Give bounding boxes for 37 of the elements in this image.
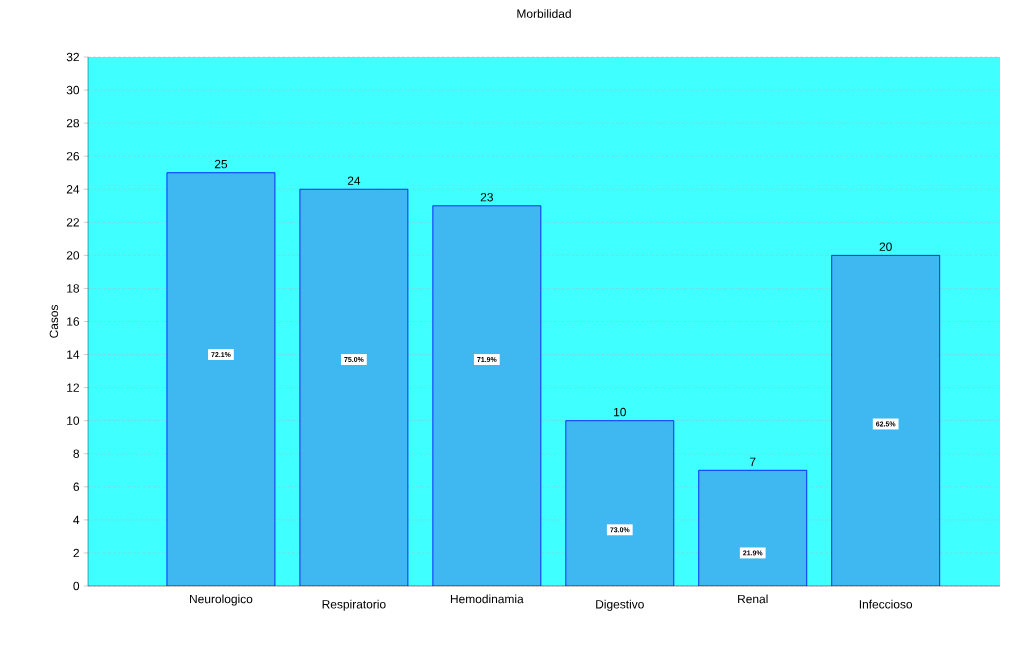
- data-label: 10: [614, 407, 626, 417]
- y-tick-label: 6: [73, 482, 80, 492]
- y-tick-label: 18: [67, 284, 80, 293]
- y-tick-label: 30: [66, 85, 80, 95]
- y-tick-label: 16: [67, 317, 80, 326]
- data-label: 23: [480, 192, 493, 202]
- data-label: 7: [750, 457, 756, 466]
- bar: [698, 469, 808, 586]
- bar: [432, 205, 542, 586]
- y-tick-label: 26: [66, 151, 80, 161]
- x-tick-label: Renal: [738, 594, 768, 604]
- bar: [299, 188, 409, 586]
- y-tick-label: 22: [66, 218, 79, 227]
- bar: [831, 254, 941, 586]
- y-tick-label: 10: [67, 416, 80, 425]
- x-tick-label: Hemodinamia: [450, 594, 524, 604]
- x-tick-label: Respiratorio: [322, 599, 386, 611]
- bar: [166, 172, 276, 586]
- y-tick-label: 4: [73, 515, 80, 524]
- data-label: 20: [879, 242, 892, 251]
- y-tick-label: 32: [66, 52, 79, 62]
- chart-title: Morbilidad: [517, 9, 571, 18]
- data-label: 25: [214, 159, 228, 169]
- y-tick-label: 24: [66, 185, 80, 194]
- x-tick-label: Digestivo: [596, 599, 644, 611]
- y-tick-label: 20: [66, 251, 80, 260]
- data-label: 24: [347, 176, 361, 185]
- y-axis-title: Casos: [49, 304, 59, 338]
- y-tick-label: 2: [73, 548, 79, 558]
- bar: [565, 420, 675, 586]
- y-tick-label: 0: [73, 581, 80, 591]
- x-tick-label: Neurologico: [190, 594, 253, 606]
- y-tick-label: 12: [67, 383, 79, 392]
- y-tick-label: 28: [66, 118, 80, 128]
- y-tick-label: 14: [67, 350, 80, 359]
- y-tick-label: 8: [73, 449, 80, 458]
- x-tick-label: Infeccioso: [859, 599, 913, 609]
